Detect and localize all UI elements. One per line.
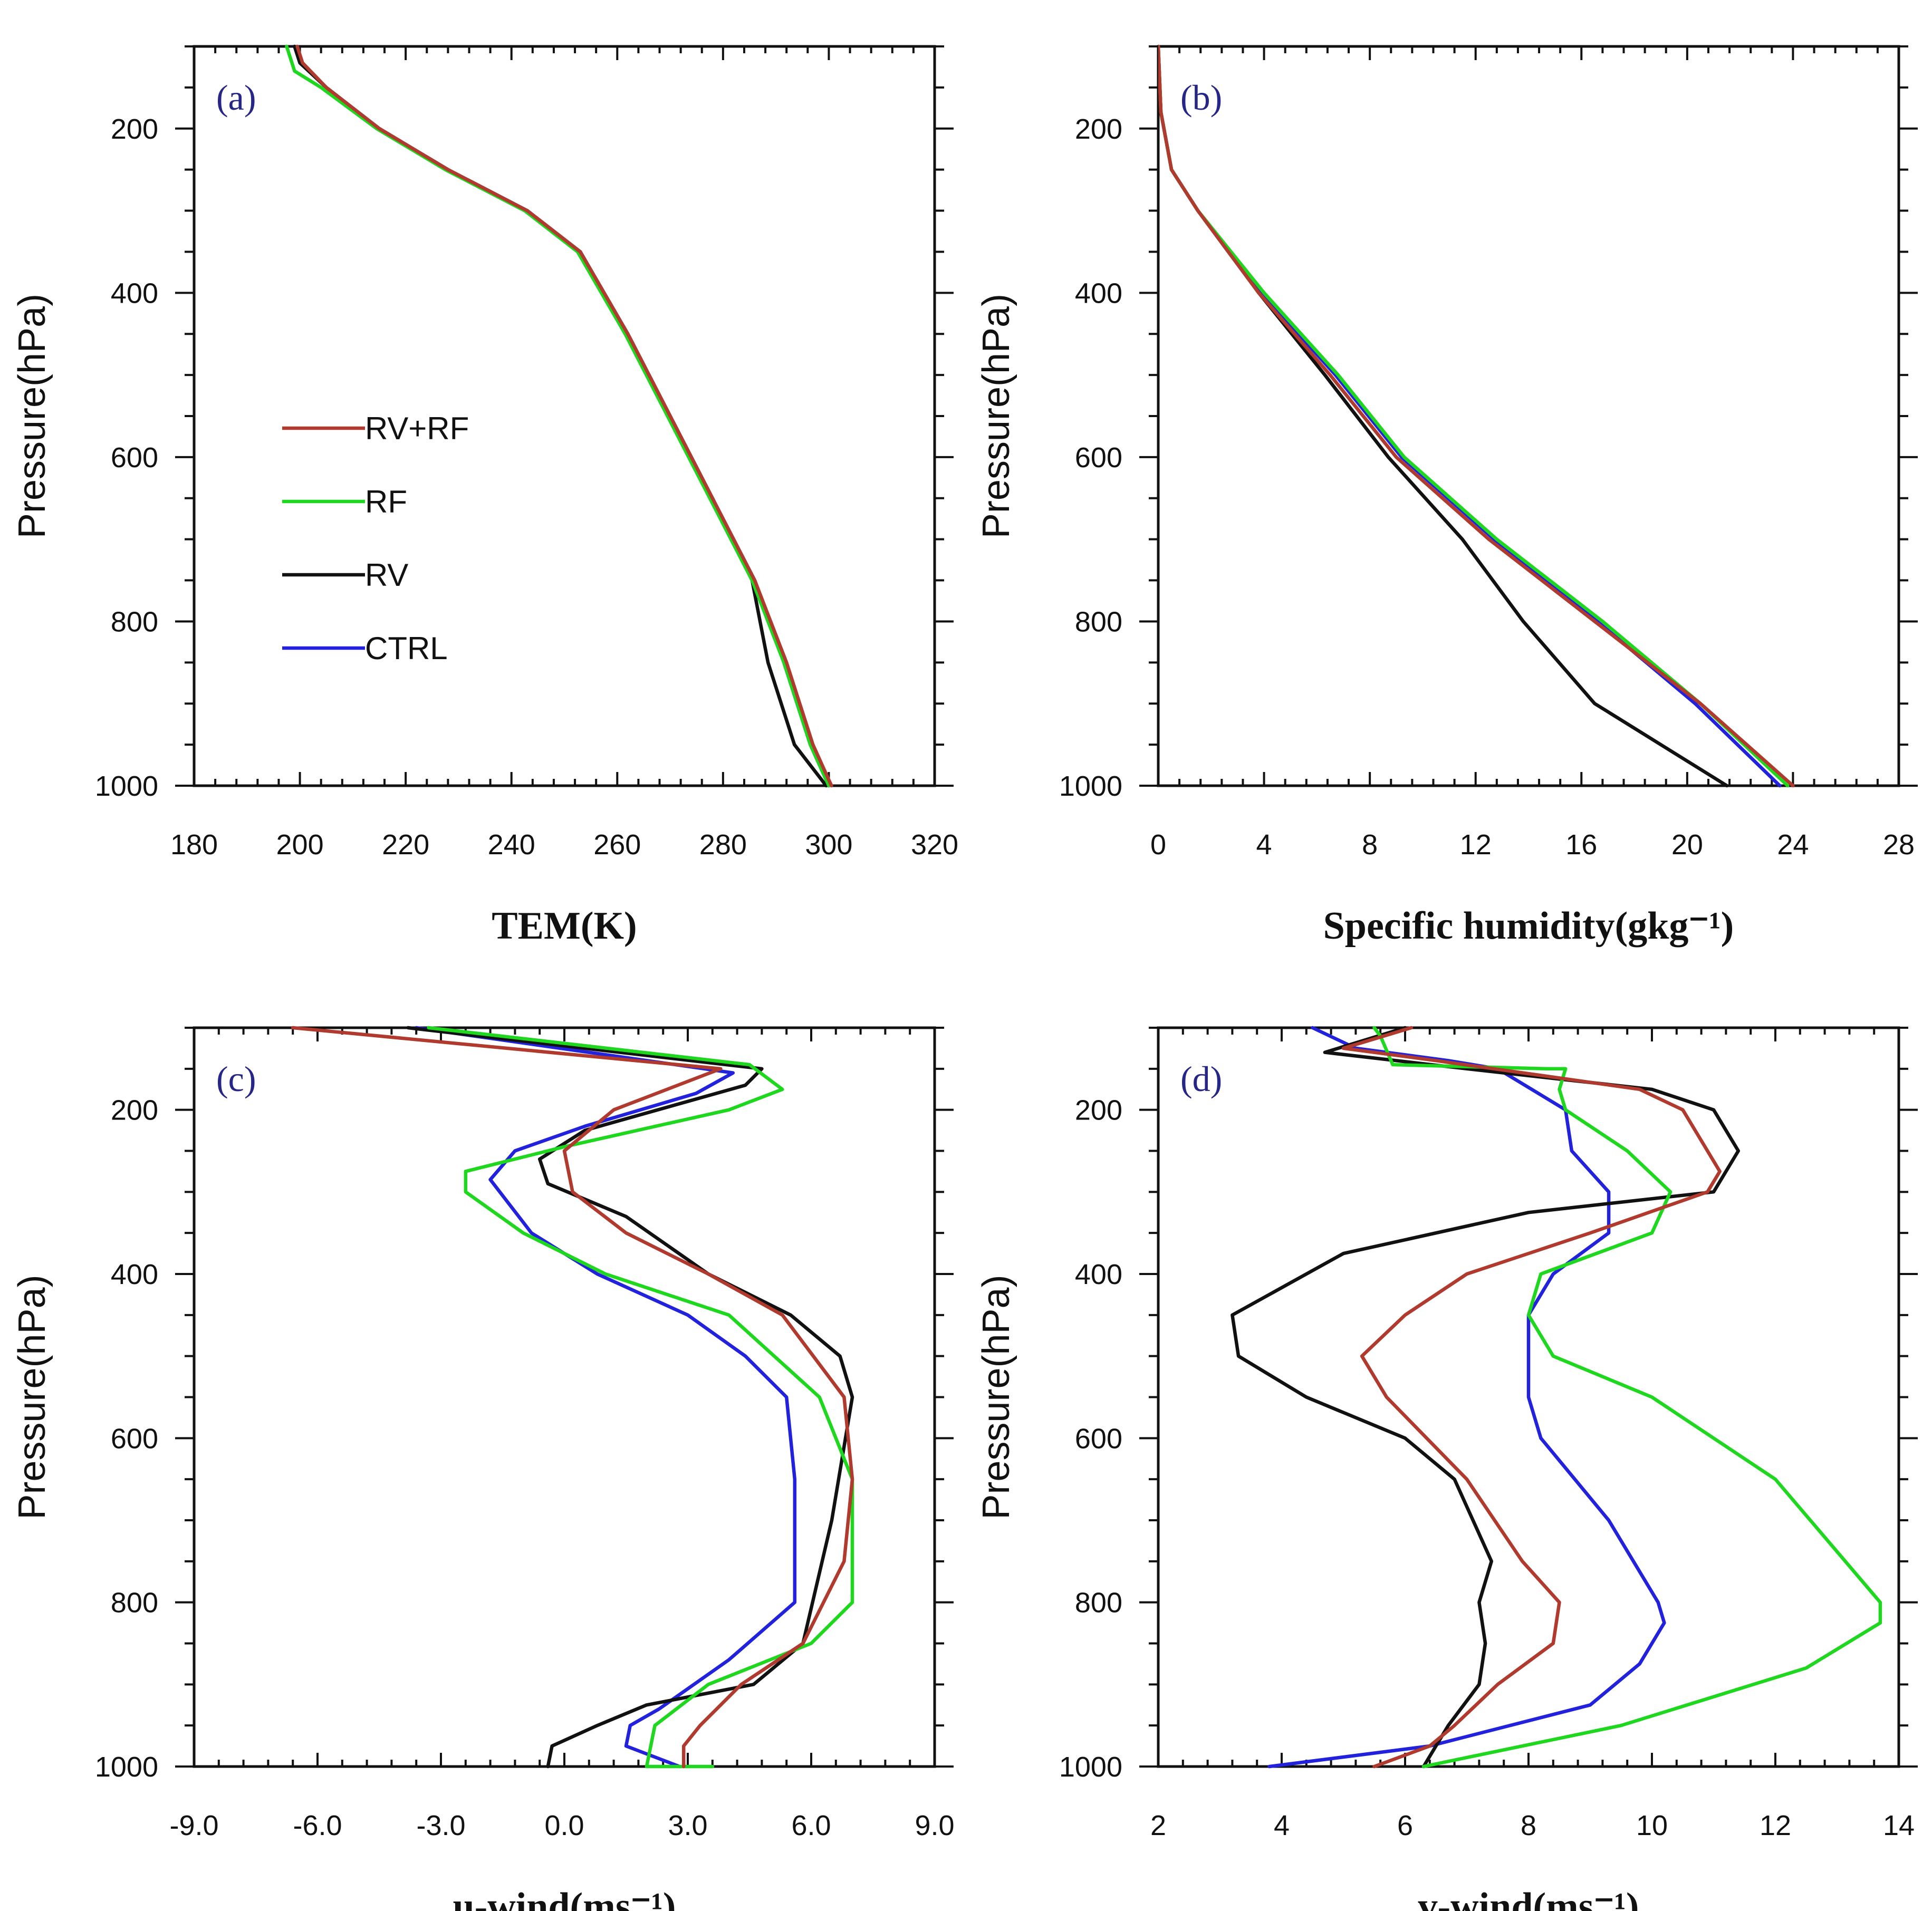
- x-tick-label: 28: [1883, 829, 1915, 861]
- series-line-rv-plus-rf: [295, 44, 833, 788]
- x-tick-label: 0.0: [544, 1810, 584, 1841]
- y-tick-label: 200: [111, 1095, 158, 1126]
- series-line-rv-plus-rf: [291, 1026, 854, 1769]
- x-tick-label: 20: [1671, 829, 1703, 861]
- x-axis-title: Specific humidity(gkg⁻¹): [1323, 904, 1734, 948]
- series-line-ctrl: [1158, 44, 1782, 788]
- x-tick-label: 220: [382, 829, 429, 861]
- x-axis-title: v-wind(ms⁻¹): [1418, 1885, 1639, 1911]
- x-tick-label: 3.0: [668, 1810, 707, 1841]
- panel-1: 180 200 220 240 260 280 300 320 200 400 600 800 1000…: [11, 44, 958, 948]
- y-tick-label: 400: [111, 277, 158, 309]
- y-tick-label: 600: [1075, 442, 1122, 474]
- series-line-rf: [427, 1026, 854, 1769]
- y-tick-label: 800: [1075, 1587, 1122, 1619]
- panel-4: 2 4 6 8 10 12 14 200 400 600 800 1000 v-wind(ms⁻¹) Pr…: [975, 1026, 1918, 1911]
- series-line-ctrl: [1267, 1026, 1666, 1769]
- x-tick-label: 9.0: [915, 1810, 954, 1841]
- x-tick-label: 6.0: [791, 1810, 831, 1841]
- x-tick-label: 24: [1777, 829, 1809, 861]
- y-tick-label: 1000: [95, 770, 158, 802]
- y-tick-label: 800: [1075, 606, 1122, 638]
- x-tick-label: -9.0: [169, 1810, 218, 1841]
- panel-label: (a): [216, 78, 256, 118]
- x-tick-label: 200: [276, 829, 324, 861]
- series-line-rv: [1231, 1026, 1741, 1769]
- y-tick-label: 600: [1075, 1423, 1122, 1454]
- y-tick-label: 200: [1075, 113, 1122, 145]
- panel-2: 0 4 8 12 16 20 24 28 200 400 600 800 1000 Specific hu…: [975, 44, 1918, 948]
- series-line-rv: [1158, 44, 1729, 788]
- panel-label: (d): [1180, 1059, 1222, 1099]
- series-line-rf: [285, 44, 831, 788]
- x-tick-label: 300: [805, 829, 852, 861]
- panel-3: -9.0 -6.0 -3.0 0.0 3.0 6.0 9.0 200 400 600 800 1000…: [11, 1026, 955, 1911]
- x-axis-title: TEM(K): [492, 904, 637, 948]
- x-tick-label: 4: [1274, 1810, 1290, 1841]
- x-tick-label: 8: [1362, 829, 1378, 861]
- y-tick-label: 400: [111, 1259, 158, 1290]
- series-line-rf: [1372, 1026, 1882, 1769]
- x-tick-label: 2: [1150, 1810, 1166, 1841]
- y-tick-label: 800: [111, 1587, 158, 1619]
- y-tick-label: 800: [111, 606, 158, 638]
- x-tick-label: 14: [1883, 1810, 1915, 1841]
- plot-frame: [193, 1026, 936, 1768]
- legend-label: CTRL: [365, 631, 448, 666]
- series-line-rv-plus-rf: [1158, 44, 1795, 788]
- legend-label: RV+RF: [365, 411, 469, 446]
- y-tick-label: 400: [1075, 1259, 1122, 1290]
- panel-label: (b): [1180, 78, 1222, 118]
- x-axis-title: u-wind(ms⁻¹): [453, 1885, 676, 1911]
- x-tick-label: 280: [699, 829, 747, 861]
- x-tick-label: 260: [593, 829, 641, 861]
- series-line-ctrl: [414, 1026, 797, 1769]
- x-tick-label: 0: [1150, 829, 1166, 861]
- y-axis-title: Pressure(hPa): [11, 1275, 53, 1519]
- y-tick-label: 200: [1075, 1095, 1122, 1126]
- x-tick-label: -3.0: [416, 1810, 465, 1841]
- x-tick-label: 240: [488, 829, 535, 861]
- y-tick-label: 1000: [1059, 770, 1122, 802]
- series-line-rv: [406, 1026, 854, 1769]
- y-tick-label: 600: [111, 1423, 158, 1454]
- x-tick-label: 8: [1521, 1810, 1536, 1841]
- y-axis-title: Pressure(hPa): [11, 294, 53, 538]
- plot-frame: [1157, 45, 1900, 787]
- x-tick-label: 12: [1460, 829, 1492, 861]
- x-tick-label: 10: [1636, 1810, 1668, 1841]
- legend: RV+RF RF RV CTRL: [282, 411, 469, 666]
- y-tick-label: 200: [111, 113, 158, 145]
- x-tick-label: -6.0: [293, 1810, 342, 1841]
- y-axis-title: Pressure(hPa): [975, 1275, 1017, 1519]
- x-tick-label: 180: [170, 829, 218, 861]
- legend-label: RF: [365, 484, 407, 519]
- x-tick-label: 16: [1565, 829, 1597, 861]
- x-tick-label: 320: [911, 829, 958, 861]
- series-line-rv-plus-rf: [1341, 1026, 1722, 1769]
- y-tick-label: 1000: [95, 1751, 158, 1783]
- y-axis-title: Pressure(hPa): [975, 294, 1017, 538]
- y-tick-label: 1000: [1059, 1751, 1122, 1783]
- y-tick-label: 400: [1075, 277, 1122, 309]
- x-tick-label: 6: [1397, 1810, 1413, 1841]
- panel-label: (c): [216, 1059, 256, 1099]
- plot-frame: [193, 45, 936, 787]
- legend-label: RV: [365, 557, 408, 593]
- y-tick-label: 600: [111, 442, 158, 474]
- x-tick-label: 4: [1256, 829, 1272, 861]
- x-tick-label: 12: [1760, 1810, 1791, 1841]
- series-line-rf: [1158, 44, 1790, 788]
